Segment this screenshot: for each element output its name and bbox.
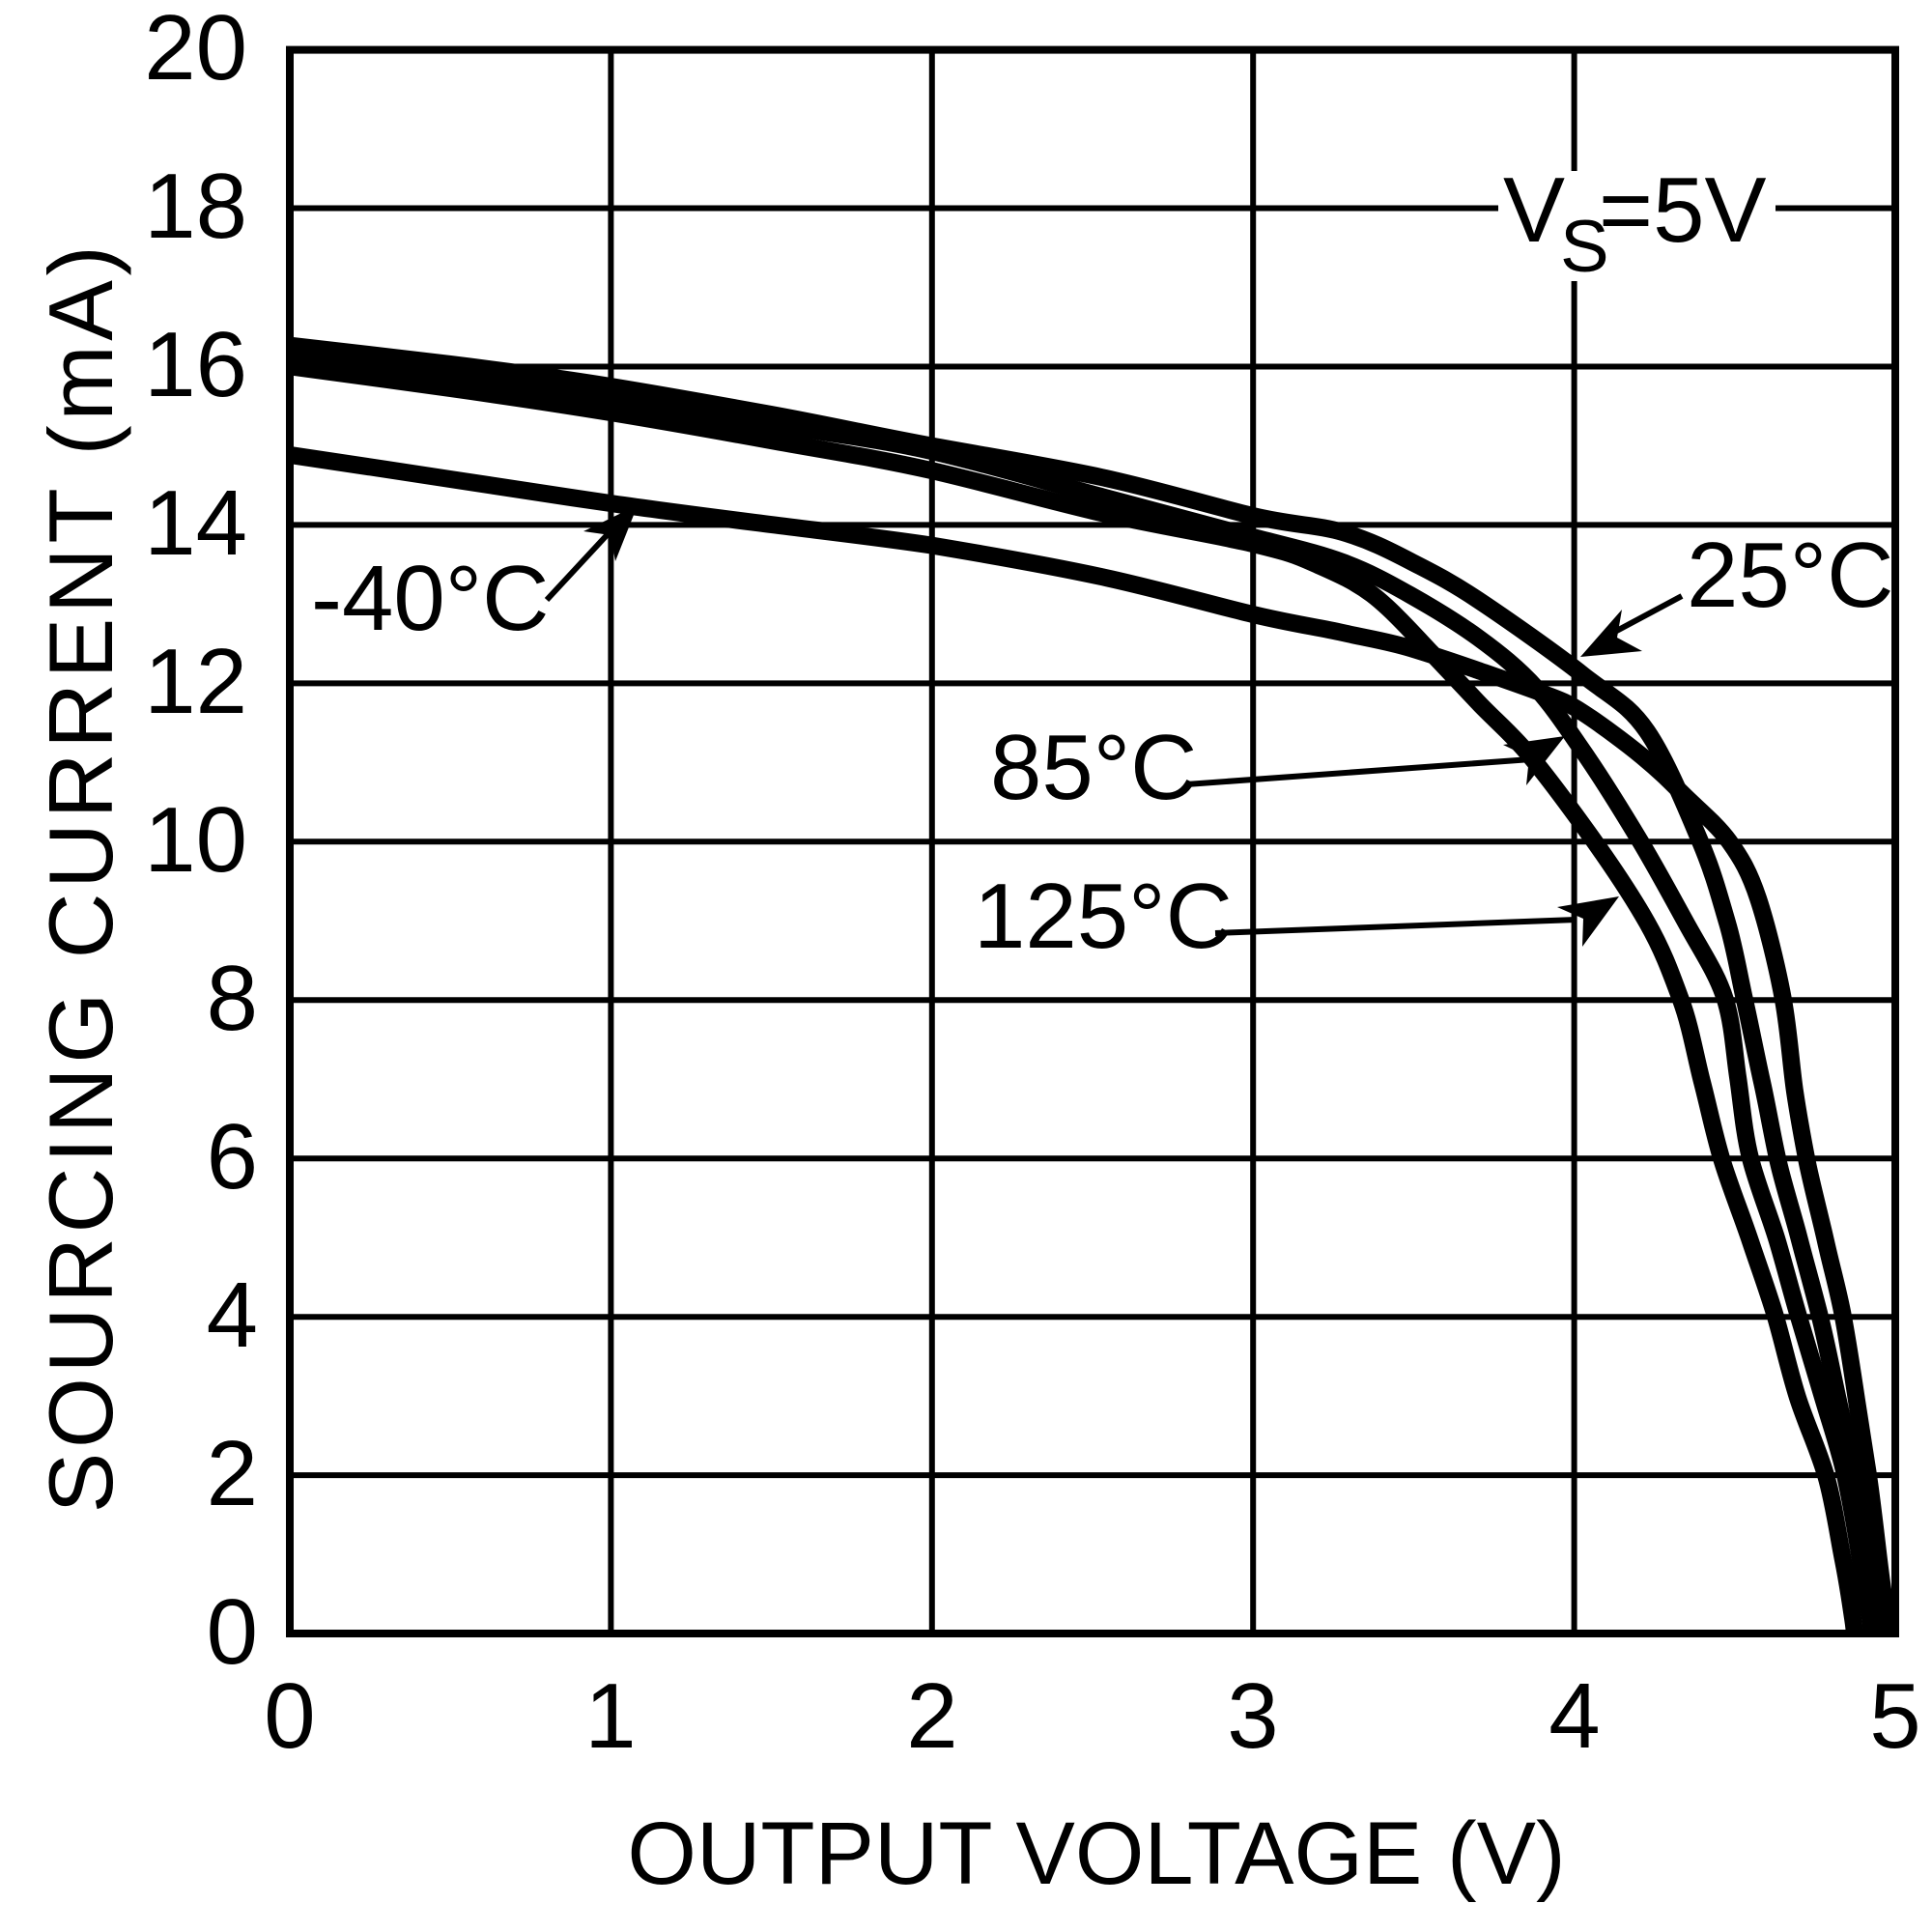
svg-text:3: 3 — [1227, 1664, 1278, 1768]
svg-text:2: 2 — [906, 1664, 957, 1768]
svg-text:-40°C: -40°C — [311, 547, 549, 650]
svg-text:V: V — [1503, 158, 1565, 262]
svg-text:10: 10 — [144, 788, 247, 892]
svg-text:18: 18 — [144, 155, 247, 258]
svg-text:1: 1 — [584, 1664, 636, 1768]
svg-text:=5V: =5V — [1599, 158, 1766, 262]
svg-text:14: 14 — [144, 471, 247, 575]
svg-text:12: 12 — [144, 630, 247, 733]
svg-text:25°C: 25°C — [1687, 524, 1894, 627]
svg-text:4: 4 — [207, 1264, 258, 1367]
svg-text:85°C: 85°C — [990, 716, 1198, 819]
svg-text:6: 6 — [207, 1105, 258, 1208]
svg-text:20: 20 — [144, 0, 247, 99]
svg-text:125°C: 125°C — [974, 865, 1233, 968]
svg-text:16: 16 — [144, 313, 247, 416]
svg-text:0: 0 — [264, 1664, 315, 1768]
svg-text:5: 5 — [1869, 1664, 1920, 1768]
svg-text:2: 2 — [207, 1422, 258, 1525]
svg-text:S: S — [1560, 206, 1609, 288]
svg-text:SOURCING CURRENT (mA): SOURCING CURRENT (mA) — [30, 242, 131, 1514]
svg-text:8: 8 — [207, 947, 258, 1050]
svg-text:4: 4 — [1548, 1664, 1600, 1768]
svg-text:OUTPUT VOLTAGE (V): OUTPUT VOLTAGE (V) — [627, 1804, 1565, 1903]
svg-text:0: 0 — [207, 1580, 258, 1684]
